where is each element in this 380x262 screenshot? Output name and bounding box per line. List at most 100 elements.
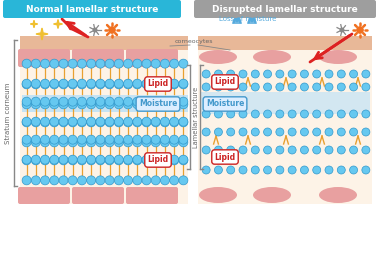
Circle shape	[350, 70, 358, 78]
Circle shape	[325, 166, 333, 174]
Circle shape	[301, 146, 309, 154]
Circle shape	[214, 146, 222, 154]
Circle shape	[114, 97, 124, 106]
Circle shape	[313, 110, 321, 118]
Circle shape	[362, 110, 370, 118]
Circle shape	[169, 118, 179, 127]
Circle shape	[87, 118, 96, 127]
Circle shape	[87, 79, 96, 88]
Circle shape	[22, 80, 31, 89]
Circle shape	[214, 70, 222, 78]
Circle shape	[105, 100, 114, 109]
Circle shape	[59, 100, 68, 109]
Circle shape	[142, 100, 151, 109]
Circle shape	[160, 80, 169, 89]
Circle shape	[31, 59, 40, 68]
Circle shape	[22, 155, 31, 164]
FancyBboxPatch shape	[72, 187, 124, 204]
Circle shape	[276, 70, 284, 78]
Circle shape	[337, 146, 345, 154]
Circle shape	[133, 80, 142, 89]
Circle shape	[124, 138, 133, 147]
Circle shape	[41, 59, 49, 68]
Circle shape	[124, 97, 133, 106]
Circle shape	[276, 110, 284, 118]
Circle shape	[50, 100, 59, 109]
Circle shape	[264, 128, 272, 136]
Circle shape	[59, 117, 68, 126]
Circle shape	[78, 80, 86, 89]
Circle shape	[68, 97, 77, 106]
Circle shape	[362, 83, 370, 91]
Circle shape	[151, 97, 160, 106]
Circle shape	[151, 156, 160, 165]
Circle shape	[68, 118, 77, 127]
Circle shape	[288, 166, 296, 174]
Circle shape	[96, 155, 105, 164]
Circle shape	[68, 79, 77, 88]
Polygon shape	[232, 10, 242, 24]
Polygon shape	[247, 10, 257, 24]
Circle shape	[105, 156, 114, 165]
Circle shape	[133, 155, 142, 164]
Circle shape	[68, 138, 77, 147]
Circle shape	[31, 155, 40, 164]
Text: Lamellar structure: Lamellar structure	[193, 86, 199, 148]
Circle shape	[151, 176, 160, 185]
Circle shape	[50, 59, 59, 68]
Polygon shape	[54, 19, 62, 29]
Circle shape	[22, 138, 31, 147]
Circle shape	[350, 83, 358, 91]
Circle shape	[239, 128, 247, 136]
FancyBboxPatch shape	[194, 0, 376, 18]
Ellipse shape	[253, 50, 291, 64]
Circle shape	[41, 176, 49, 185]
Circle shape	[214, 128, 222, 136]
Circle shape	[124, 80, 133, 89]
Circle shape	[214, 166, 222, 174]
Circle shape	[179, 79, 188, 88]
Circle shape	[133, 118, 142, 127]
Circle shape	[337, 70, 345, 78]
Circle shape	[202, 166, 210, 174]
Circle shape	[227, 128, 235, 136]
Circle shape	[337, 110, 345, 118]
Circle shape	[239, 83, 247, 91]
Circle shape	[41, 97, 49, 106]
FancyBboxPatch shape	[198, 36, 372, 50]
Circle shape	[114, 80, 124, 89]
Circle shape	[87, 155, 96, 164]
Circle shape	[362, 166, 370, 174]
Circle shape	[50, 138, 59, 147]
Ellipse shape	[253, 187, 291, 203]
Circle shape	[339, 28, 345, 32]
Circle shape	[124, 118, 133, 127]
Circle shape	[78, 155, 86, 164]
Circle shape	[59, 156, 68, 165]
Circle shape	[202, 110, 210, 118]
Circle shape	[133, 59, 142, 68]
Circle shape	[325, 146, 333, 154]
Circle shape	[179, 80, 188, 89]
Ellipse shape	[199, 50, 237, 64]
Text: corneocytes: corneocytes	[175, 39, 213, 44]
Circle shape	[179, 59, 188, 68]
Circle shape	[105, 59, 114, 68]
Circle shape	[96, 97, 105, 106]
Circle shape	[169, 100, 179, 109]
Circle shape	[301, 83, 309, 91]
Circle shape	[288, 70, 296, 78]
Circle shape	[160, 59, 169, 68]
Text: Stratum corneum: Stratum corneum	[5, 82, 11, 144]
Circle shape	[142, 156, 151, 165]
Circle shape	[50, 97, 59, 106]
Circle shape	[124, 135, 133, 144]
Circle shape	[142, 118, 151, 127]
Circle shape	[41, 117, 49, 126]
Circle shape	[87, 59, 96, 68]
Circle shape	[124, 79, 133, 88]
Circle shape	[179, 135, 188, 144]
Circle shape	[59, 80, 68, 89]
Circle shape	[114, 117, 124, 126]
Circle shape	[68, 176, 77, 185]
